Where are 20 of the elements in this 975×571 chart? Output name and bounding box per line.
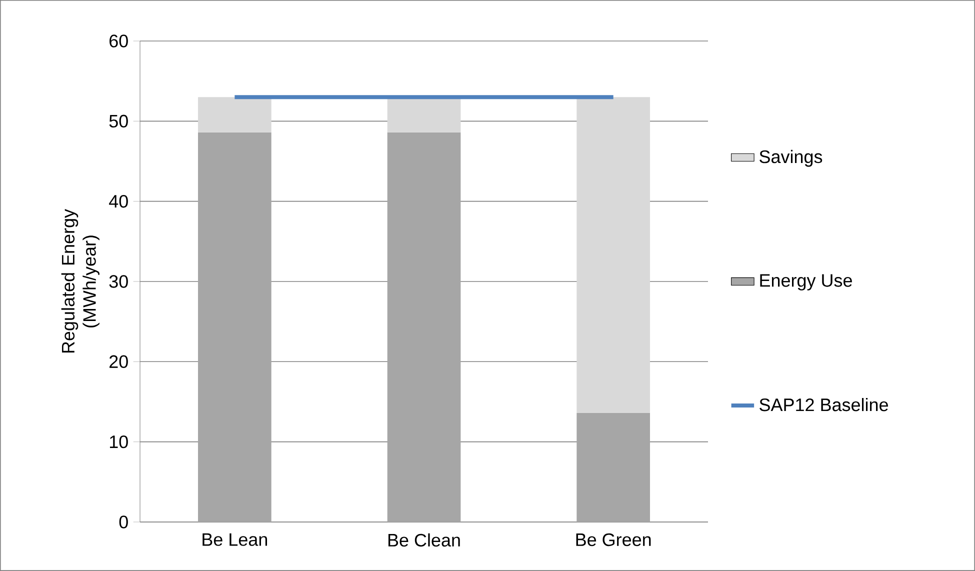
bar <box>387 97 461 132</box>
x-tick-label: Be Clean <box>388 533 460 547</box>
bar <box>576 97 650 413</box>
legend-label: Savings <box>760 150 822 167</box>
bar <box>387 132 461 522</box>
y-tick-label: 20 <box>110 355 128 368</box>
x-tick-label: Be Lean <box>202 533 268 546</box>
bar <box>198 97 272 132</box>
x-tick-label: Be Green <box>576 533 651 546</box>
y-tick-label: 10 <box>110 435 128 448</box>
y-tick-label: 30 <box>109 275 128 288</box>
bar <box>198 132 272 522</box>
legend-label: SAP12 Baseline <box>760 398 888 412</box>
y-axis-title: Regulated Energy (MWh/year) <box>61 209 100 353</box>
bar <box>576 412 650 522</box>
y-tick-label: 60 <box>110 34 128 48</box>
legend-label: Energy Use <box>760 274 852 290</box>
y-tick-label: 40 <box>109 194 128 208</box>
y-tick-label: 50 <box>109 114 128 128</box>
y-tick-label: 0 <box>119 516 128 528</box>
